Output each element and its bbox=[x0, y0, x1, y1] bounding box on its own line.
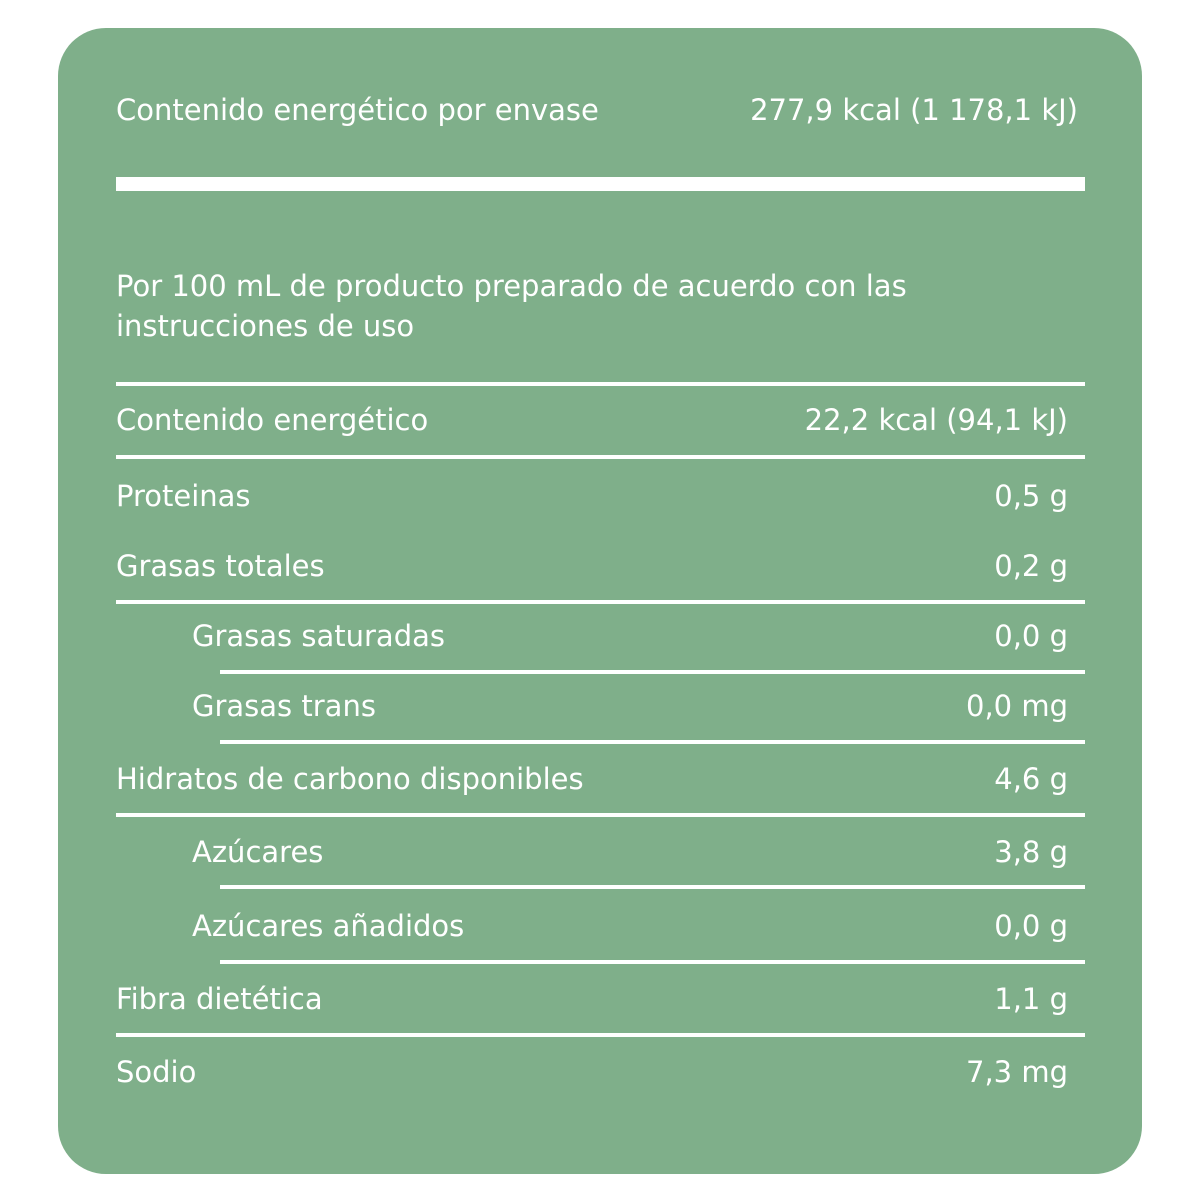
row-value-fiber: 1,1 g bbox=[994, 982, 1068, 1016]
row-divider bbox=[116, 1033, 1085, 1037]
row-divider bbox=[116, 813, 1085, 817]
row-label-sodium: Sodio bbox=[116, 1055, 197, 1089]
row-value-added-sugars: 0,0 g bbox=[994, 909, 1068, 943]
row-divider bbox=[220, 885, 1085, 889]
row-label-saturated-fat: Grasas saturadas bbox=[192, 619, 445, 653]
row-label-fiber: Fibra dietética bbox=[116, 982, 323, 1016]
row-label-sugars: Azúcares bbox=[192, 835, 324, 869]
row-label-trans-fat: Grasas trans bbox=[192, 689, 376, 723]
energy-per-package-value: 277,9 kcal (1 178,1 kJ) bbox=[750, 93, 1078, 127]
row-value-total-fat: 0,2 g bbox=[994, 549, 1068, 583]
row-divider bbox=[220, 670, 1085, 674]
energy-per-package-label: Contenido energético por envase bbox=[116, 93, 599, 127]
row-value-sodium: 7,3 mg bbox=[966, 1055, 1068, 1089]
row-label-total-fat: Grasas totales bbox=[116, 549, 325, 583]
table-top-divider bbox=[116, 382, 1085, 386]
row-divider bbox=[220, 960, 1085, 964]
row-label-added-sugars: Azúcares añadidos bbox=[192, 909, 465, 943]
row-divider bbox=[116, 600, 1085, 604]
row-label-proteins: Proteinas bbox=[116, 479, 251, 513]
row-value-sugars: 3,8 g bbox=[994, 835, 1068, 869]
header-divider bbox=[116, 177, 1085, 191]
row-value-carbohydrates: 4,6 g bbox=[994, 762, 1068, 796]
row-label-carbohydrates: Hidratos de carbono disponibles bbox=[116, 762, 584, 796]
row-divider bbox=[220, 740, 1085, 744]
row-value-energy: 22,2 kcal (94,1 kJ) bbox=[804, 403, 1068, 437]
row-value-trans-fat: 0,0 mg bbox=[966, 689, 1068, 723]
serving-note: Por 100 mL de producto preparado de acue… bbox=[116, 269, 907, 343]
row-value-proteins: 0,5 g bbox=[994, 479, 1068, 513]
row-value-saturated-fat: 0,0 g bbox=[994, 619, 1068, 653]
row-divider bbox=[116, 455, 1085, 459]
row-label-energy: Contenido energético bbox=[116, 403, 429, 437]
